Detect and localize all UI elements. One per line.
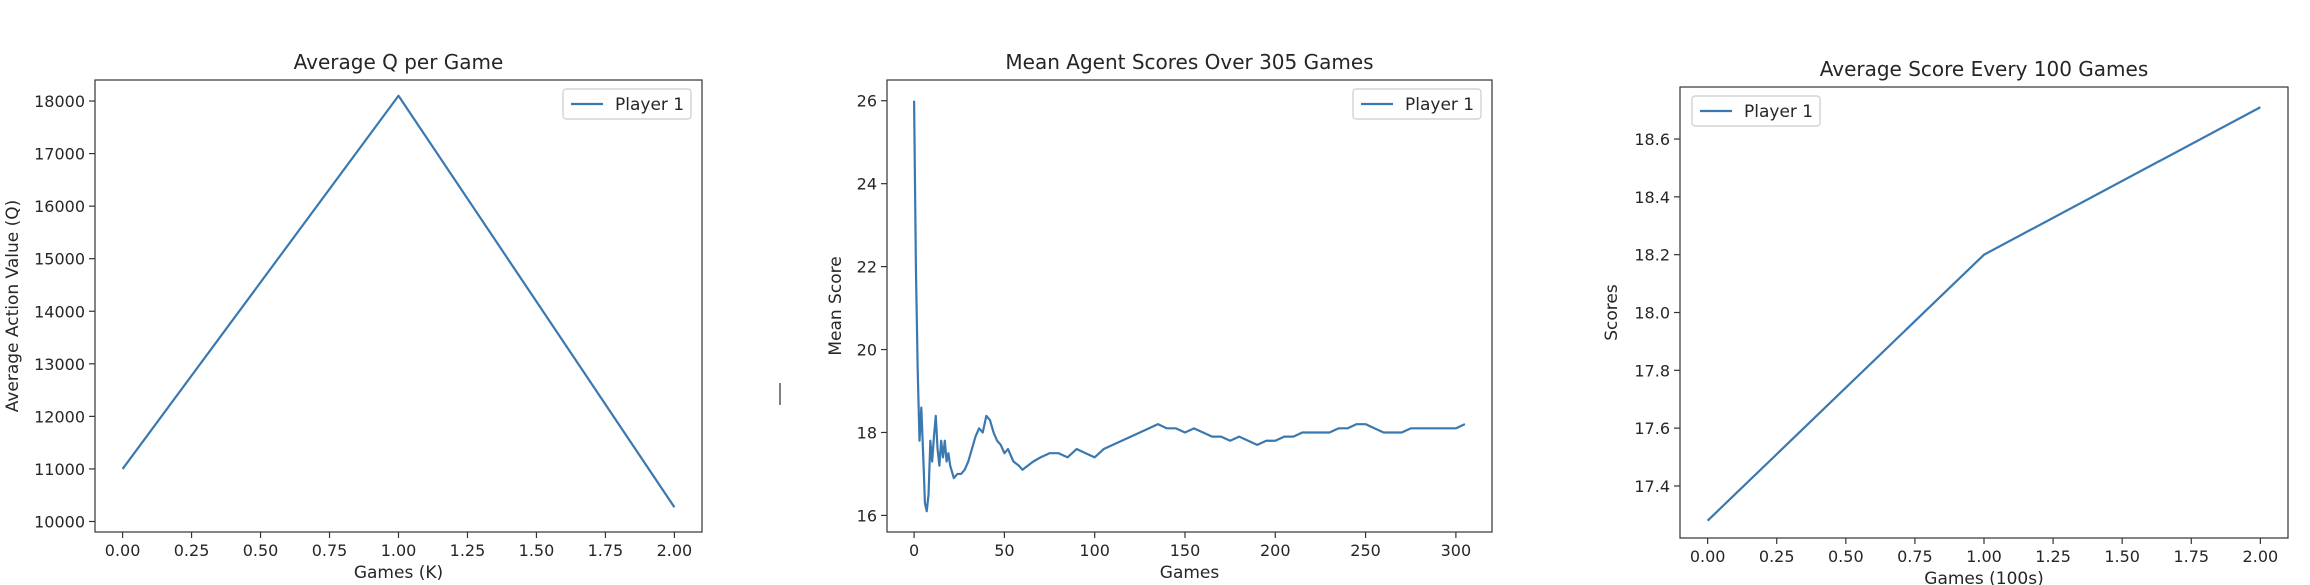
y-tick-label: 11000 [34,460,85,479]
y-tick-label: 18 [857,423,877,442]
y-tick-label: 17.4 [1634,477,1670,496]
y-tick-label: 24 [857,175,877,194]
y-axis-label: Scores [1602,284,1622,341]
y-tick-label: 18.2 [1634,246,1670,265]
chart-average-score-100: Average Score Every 100 Games 0.00 0.25 0.5… [1602,57,2289,585]
x-axis-label: Games (100s) [1924,569,2043,585]
x-tick-label: 0 [909,541,919,560]
y-tick-label: 18000 [34,92,85,111]
y-tick-label: 16 [857,506,877,525]
plot-frame [1679,86,2289,539]
y-tick-label: 18.4 [1634,188,1670,207]
legend-box [1352,88,1482,120]
legend-box [562,88,692,120]
y-axis-label: Average Action Value (Q) [3,200,23,413]
x-tick-label: 1.50 [519,541,555,560]
x-tick-label: 0.25 [1759,547,1795,566]
series-line [121,94,676,508]
y-tick-label: 12000 [34,407,85,426]
y-tick-label: 22 [857,258,877,277]
legend-label: Player 1 [1744,102,1813,122]
x-tick-label: 0.75 [312,541,348,560]
x-tick-label: 200 [1260,541,1291,560]
y-axis-label: Mean Score [826,256,846,355]
x-tick-label: 250 [1350,541,1381,560]
y-tick-label: 17.8 [1634,361,1670,380]
x-tick-label: 0.50 [243,541,279,560]
y-tick-label: 16000 [34,197,85,216]
x-axis-label: Games (K) [354,563,443,583]
y-tick-label: 13000 [34,355,85,374]
legend-label: Player 1 [615,95,684,115]
x-tick-label: 0.50 [1828,547,1864,566]
legend-label: Player 1 [1405,95,1474,115]
series-line [912,100,1466,513]
chart-title: Mean Agent Scores Over 305 Games [1005,50,1373,74]
x-tick-label: 150 [1170,541,1201,560]
legend-box [1691,95,1821,127]
x-tick-label: 1.25 [450,541,486,560]
x-tick-label: 1.50 [2104,547,2140,566]
chart-title: Average Score Every 100 Games [1820,57,2149,81]
x-tick-label: 0.00 [105,541,141,560]
y-tick-label: 20 [857,341,877,360]
x-tick-label: 2.00 [2243,547,2279,566]
plot-frame [94,79,703,533]
y-tick-label: 14000 [34,302,85,321]
x-tick-label: 1.75 [588,541,624,560]
y-tick-label: 18.6 [1634,130,1670,149]
x-tick-label: 0.25 [174,541,210,560]
x-tick-label: 1.75 [2173,547,2209,566]
x-tick-label: 1.25 [2035,547,2071,566]
x-tick-label: 0.75 [1897,547,1933,566]
x-tick-label: 0.00 [1690,547,1726,566]
y-tick-label: 15000 [34,250,85,269]
x-tick-label: 1.00 [381,541,417,560]
y-tick-label: 17.6 [1634,419,1670,438]
x-axis-label: Games [1160,563,1220,583]
y-tick-label: 26 [857,92,877,111]
y-tick-label: 10000 [34,512,85,531]
chart-mean-agent-scores: Mean Agent Scores Over 305 Games 0 50 100 15… [826,50,1493,583]
x-tick-label: 300 [1441,541,1472,560]
x-tick-label: 2.00 [657,541,693,560]
series-line [1706,106,2261,522]
chart-average-q: Average Q per Game 0.00 0.25 0.50 0.75 1.00 1.… [3,50,703,583]
x-tick-label: 50 [994,541,1014,560]
x-tick-label: 1.00 [1966,547,2002,566]
plot-frame [886,79,1493,533]
x-tick-label: 100 [1079,541,1110,560]
chart-title: Average Q per Game [294,50,504,74]
y-tick-label: 17000 [34,145,85,164]
y-tick-label: 18.0 [1634,304,1670,323]
